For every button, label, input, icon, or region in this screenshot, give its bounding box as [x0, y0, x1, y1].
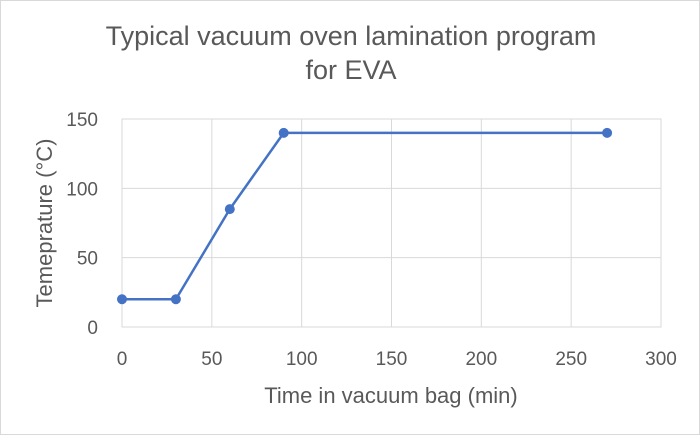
- chart-title: Typical vacuum oven lamination program f…: [1, 19, 699, 87]
- y-tick-label: 150: [66, 110, 98, 131]
- x-tick-label: 100: [286, 349, 318, 370]
- data-point: [278, 127, 289, 138]
- series-line: [122, 131, 608, 301]
- x-axis-label: Time in vacuum bag (min): [264, 383, 517, 408]
- x-tick-label: 50: [201, 349, 222, 370]
- data-point: [117, 294, 127, 305]
- y-tick-label: 50: [77, 249, 98, 270]
- x-tick-label: 250: [555, 349, 587, 370]
- gridlines: [121, 118, 662, 328]
- x-tick-label: 300: [645, 349, 677, 370]
- chart-title-line-2: for EVA: [305, 55, 397, 85]
- x-tick-label: 150: [376, 349, 408, 370]
- x-tick-label: 200: [465, 349, 497, 370]
- tick-labels: 0 50 100 150 200 250 300 0 50 100 150: [66, 110, 677, 370]
- x-tick-label: 0: [117, 349, 128, 370]
- chart-title-line-1: Typical vacuum oven lamination program: [105, 21, 597, 51]
- data-point: [224, 204, 235, 215]
- data-series: [117, 127, 613, 305]
- data-point: [170, 294, 181, 305]
- y-tick-label: 0: [87, 318, 98, 339]
- y-tick-label: 100: [66, 179, 98, 200]
- y-axis-label: Temeprature (°C): [32, 139, 57, 308]
- data-point: [602, 127, 613, 138]
